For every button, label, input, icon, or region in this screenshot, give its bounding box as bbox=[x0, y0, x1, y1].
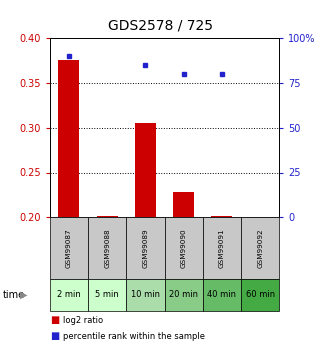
Text: GSM99092: GSM99092 bbox=[257, 229, 263, 268]
Bar bbox=[135, 123, 156, 217]
Bar bbox=[164, 279, 203, 311]
Bar bbox=[203, 279, 241, 311]
Bar bbox=[50, 279, 88, 311]
Text: GSM99088: GSM99088 bbox=[104, 229, 110, 268]
Bar bbox=[241, 217, 279, 279]
Bar bbox=[88, 279, 126, 311]
Text: GSM99090: GSM99090 bbox=[181, 229, 187, 268]
Text: 60 min: 60 min bbox=[246, 290, 275, 299]
Bar bbox=[164, 217, 203, 279]
Bar bbox=[126, 279, 164, 311]
Bar bbox=[211, 216, 232, 217]
Bar bbox=[173, 192, 194, 217]
Text: GSM99091: GSM99091 bbox=[219, 229, 225, 268]
Text: 10 min: 10 min bbox=[131, 290, 160, 299]
Text: GDS2578 / 725: GDS2578 / 725 bbox=[108, 19, 213, 33]
Bar bbox=[241, 279, 279, 311]
Bar bbox=[88, 217, 126, 279]
Text: ■: ■ bbox=[50, 315, 59, 325]
Text: ▶: ▶ bbox=[20, 290, 28, 300]
Text: 40 min: 40 min bbox=[207, 290, 236, 299]
Bar bbox=[97, 216, 118, 217]
Bar bbox=[126, 217, 164, 279]
Bar bbox=[203, 217, 241, 279]
Text: log2 ratio: log2 ratio bbox=[63, 316, 103, 325]
Text: time: time bbox=[3, 290, 25, 300]
Bar bbox=[50, 217, 88, 279]
Text: GSM99087: GSM99087 bbox=[66, 229, 72, 268]
Text: GSM99089: GSM99089 bbox=[143, 229, 148, 268]
Text: 20 min: 20 min bbox=[169, 290, 198, 299]
Text: ■: ■ bbox=[50, 332, 59, 341]
Text: percentile rank within the sample: percentile rank within the sample bbox=[63, 332, 204, 341]
Text: 5 min: 5 min bbox=[95, 290, 119, 299]
Text: 2 min: 2 min bbox=[57, 290, 81, 299]
Bar bbox=[58, 60, 79, 217]
